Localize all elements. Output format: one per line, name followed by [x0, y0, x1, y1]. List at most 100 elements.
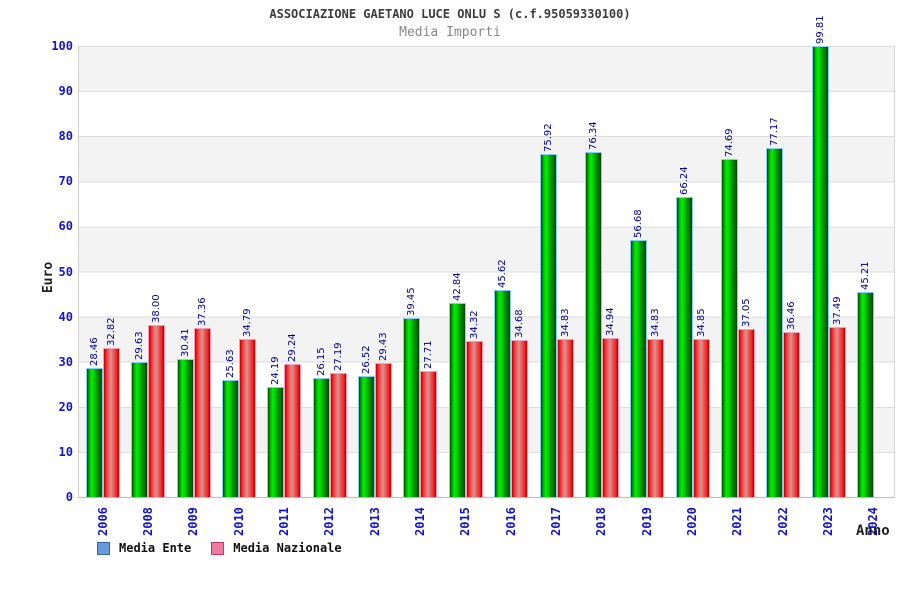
- bar-value-label-media-nazionale-2012: 27.19: [332, 342, 344, 371]
- bar-media-ente-2011: [267, 387, 285, 497]
- x-axis-label-2022: 2022: [775, 507, 790, 536]
- bar-value-label-media-ente-2023: 99.81: [814, 15, 826, 44]
- x-axis-label-2012: 2012: [322, 507, 337, 536]
- bar-value-label-media-nazionale-2011: 29.24: [287, 333, 299, 362]
- x-axis-label-2015: 2015: [458, 507, 473, 536]
- bar-media-nazionale-2022: [783, 332, 801, 497]
- x-axis-label-2019: 2019: [639, 507, 654, 536]
- bar-value-label-media-ente-2024: 45.21: [859, 261, 871, 290]
- legend-item-media-ente: Media Ente: [97, 541, 191, 555]
- bar-value-label-media-nazionale-2015: 34.32: [468, 310, 480, 339]
- bar-value-label-media-ente-2013: 26.52: [361, 345, 373, 374]
- legend-label-media-nazionale: Media Nazionale: [233, 541, 342, 555]
- y-axis-tick-30: 30: [58, 354, 73, 369]
- y-axis-tick-10: 10: [58, 444, 73, 459]
- bar-media-ente-2022: [766, 148, 784, 497]
- bar-media-nazionale-2014: [420, 371, 438, 497]
- y-axis-tick-0: 0: [65, 490, 73, 504]
- x-axis-label-2008: 2008: [140, 507, 155, 536]
- x-axis-label-2016: 2016: [503, 507, 518, 536]
- y-axis-tick-80: 80: [58, 129, 73, 144]
- bar-value-label-media-nazionale-2019: 34.83: [650, 308, 662, 337]
- bar-media-ente-2014: [403, 318, 421, 497]
- bar-media-ente-2019: [630, 240, 648, 497]
- bar-value-label-media-ente-2009: 30.41: [179, 328, 191, 357]
- x-axis-label-2011: 2011: [276, 507, 291, 536]
- bar-value-label-media-ente-2006: 28.46: [89, 337, 100, 366]
- bar-media-ente-2010: [222, 380, 240, 497]
- x-axis-label-2009: 2009: [186, 507, 201, 536]
- y-axis-tick-50: 50: [58, 264, 73, 279]
- bar-media-nazionale-2020: [692, 339, 710, 497]
- bar-media-ente-2016: [494, 290, 512, 497]
- bar-value-label-media-ente-2016: 45.62: [497, 259, 509, 288]
- bar-media-ente-2009: [176, 359, 194, 497]
- bar-media-ente-2024: [856, 292, 874, 497]
- x-axis-label-2018: 2018: [594, 507, 609, 536]
- legend: Media Ente Media Nazionale: [97, 541, 342, 555]
- bar-value-label-media-ente-2010: 25.63: [225, 349, 237, 378]
- bar-media-nazionale-2021: [737, 329, 755, 497]
- bar-value-label-media-ente-2022: 77.17: [769, 117, 781, 146]
- x-axis-label-2014: 2014: [412, 507, 427, 536]
- bar-value-label-media-nazionale-2020: 34.85: [695, 308, 707, 337]
- chart-subtitle: Media Importi: [399, 25, 501, 40]
- x-axis-label-2013: 2013: [367, 507, 382, 536]
- bar-value-label-media-ente-2008: 29.63: [134, 331, 146, 360]
- bar-value-label-media-ente-2017: 75.92: [542, 123, 554, 152]
- plot-area: 28.46 32.82 2006 29.63 38.00 2008 30.41 37.36 20…: [51, 15, 895, 536]
- bar-value-label-media-nazionale-2018: 34.94: [604, 307, 616, 336]
- bar-value-label-media-nazionale-2006: 32.82: [106, 317, 117, 346]
- bar-media-nazionale-2013: [375, 363, 393, 497]
- bar-value-label-media-ente-2020: 66.24: [678, 166, 690, 195]
- bar-media-ente-2008: [131, 362, 149, 497]
- bar-media-nazionale-2006: [103, 348, 120, 497]
- x-axis-label-2020: 2020: [685, 507, 700, 536]
- bar-media-ente-2015: [448, 303, 466, 497]
- y-axis-tick-40: 40: [58, 309, 73, 324]
- bar-media-ente-2021: [720, 159, 738, 497]
- bar-value-label-media-nazionale-2023: 37.49: [831, 296, 843, 325]
- y-axis-tick-60: 60: [58, 219, 73, 234]
- bar-value-label-media-ente-2014: 39.45: [406, 287, 418, 316]
- bar-value-label-media-ente-2011: 24.19: [270, 356, 282, 385]
- x-axis-label-2010: 2010: [231, 507, 246, 536]
- bar-value-label-media-nazionale-2022: 36.46: [786, 301, 798, 330]
- bar-media-ente-2013: [358, 376, 376, 497]
- bar-media-nazionale-2017: [556, 339, 574, 497]
- x-axis-title: Anno: [856, 523, 890, 539]
- bar-value-label-media-nazionale-2017: 34.83: [559, 308, 571, 337]
- bar-media-ente-2012: [312, 378, 330, 497]
- legend-swatch-media-nazionale-icon: [211, 541, 225, 555]
- bar-value-label-media-nazionale-2009: 37.36: [196, 297, 208, 326]
- bar-media-ente-2006: [86, 368, 103, 497]
- y-axis-tick-100: 100: [51, 39, 73, 53]
- bar-value-label-media-nazionale-2010: 34.79: [242, 308, 254, 337]
- x-axis-label-2006: 2006: [95, 507, 110, 536]
- bar-media-nazionale-2011: [284, 364, 302, 497]
- y-axis-tick-20: 20: [58, 399, 73, 414]
- bar-media-nazionale-2009: [193, 328, 211, 497]
- bar-value-label-media-nazionale-2008: 38.00: [151, 294, 163, 323]
- bar-value-label-media-ente-2015: 42.84: [451, 272, 463, 301]
- bar-media-nazionale-2016: [511, 340, 529, 497]
- bar-media-ente-2017: [539, 154, 557, 497]
- bar-media-nazionale-2008: [148, 325, 166, 497]
- bar-value-label-media-ente-2018: 76.34: [587, 121, 599, 150]
- bar-media-ente-2023: [811, 46, 829, 497]
- bar-value-label-media-nazionale-2021: 37.05: [740, 298, 752, 327]
- bar-value-label-media-ente-2019: 56.68: [633, 209, 645, 238]
- bar-value-label-media-ente-2021: 74.69: [723, 128, 735, 157]
- bar-media-ente-2018: [584, 152, 602, 497]
- bar-media-nazionale-2012: [329, 373, 347, 497]
- legend-swatch-media-ente-icon: [97, 541, 110, 555]
- x-axis-label-2017: 2017: [549, 507, 563, 536]
- y-axis-tick-70: 70: [58, 174, 73, 189]
- bar-value-label-media-nazionale-2014: 27.71: [423, 340, 435, 369]
- bar-media-ente-2020: [675, 197, 693, 497]
- bar-value-label-media-nazionale-2013: 29.43: [378, 332, 390, 361]
- bar-value-label-media-nazionale-2016: 34.68: [514, 309, 526, 338]
- bar-media-nazionale-2015: [465, 341, 483, 497]
- y-axis-tick-90: 90: [58, 84, 73, 99]
- bar-value-label-media-ente-2012: 26.15: [315, 347, 327, 376]
